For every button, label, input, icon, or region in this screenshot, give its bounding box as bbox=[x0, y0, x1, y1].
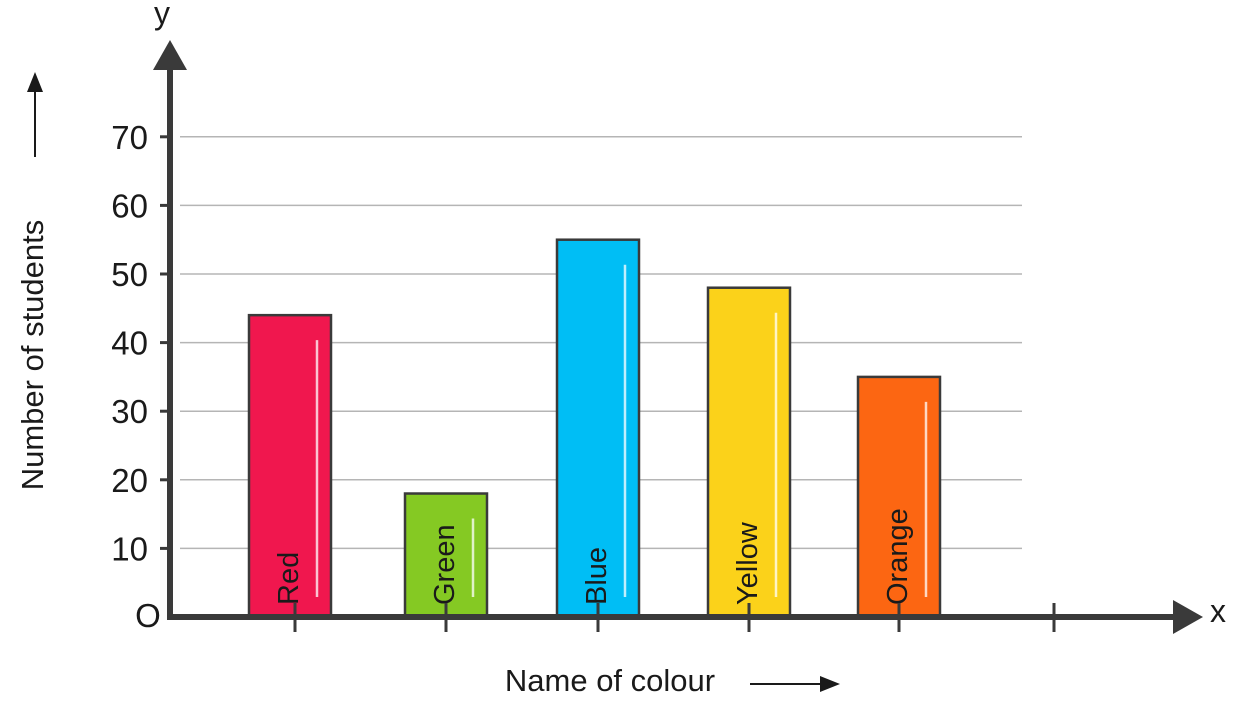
bar-blue: Blue bbox=[555, 238, 641, 619]
y-tick-label: 70 bbox=[111, 119, 148, 156]
y-tick-label: 40 bbox=[111, 325, 148, 362]
bar-label: Green bbox=[429, 524, 461, 605]
bar-yellow: Yellow bbox=[706, 286, 792, 619]
bar-label: Orange bbox=[882, 508, 914, 605]
bar-label: Red bbox=[273, 552, 305, 605]
x-axis-arrow bbox=[1173, 600, 1203, 634]
x-axis-title: Name of colour bbox=[505, 663, 715, 698]
y-axis-title-arrow bbox=[27, 72, 43, 157]
bars: Red Green Blue Yellow Orange bbox=[247, 238, 942, 619]
y-tick-labels: 10 20 30 40 50 60 70 bbox=[111, 119, 148, 568]
x-ticks bbox=[293, 603, 1056, 632]
y-tick-label: 50 bbox=[111, 256, 148, 293]
y-axis-letter: y bbox=[154, 0, 170, 31]
y-tick-label: 60 bbox=[111, 187, 148, 224]
bar-orange: Orange bbox=[856, 375, 942, 619]
y-tick-label: 10 bbox=[111, 530, 148, 567]
origin-label: O bbox=[135, 597, 161, 634]
y-axis-arrow bbox=[153, 40, 187, 70]
bar-label: Yellow bbox=[732, 521, 764, 605]
x-axis-title-arrow bbox=[750, 676, 840, 692]
y-tick-label: 30 bbox=[111, 393, 148, 430]
y-axis-title: Number of students bbox=[15, 220, 50, 491]
bar-label: Blue bbox=[581, 547, 613, 605]
y-tick-label: 20 bbox=[111, 462, 148, 499]
bar-red: Red bbox=[247, 313, 333, 619]
bar-green: Green bbox=[403, 492, 489, 619]
x-axis-letter: x bbox=[1210, 593, 1226, 629]
